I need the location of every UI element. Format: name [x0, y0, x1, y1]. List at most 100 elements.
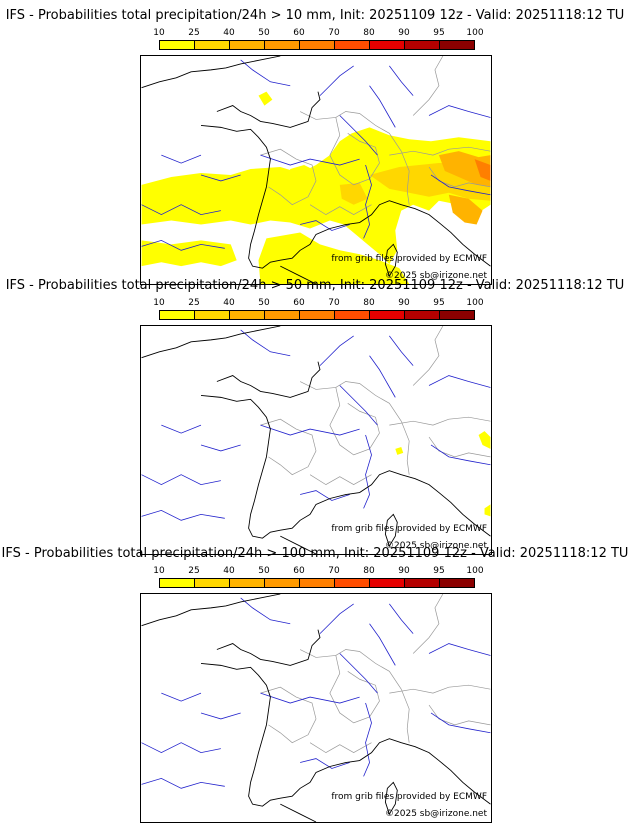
copyright: ©2025 sb@irizone.net	[385, 809, 487, 819]
legend-tick-label: 40	[223, 28, 235, 38]
precip-area	[438, 151, 491, 187]
legend-tick-label: 25	[188, 298, 200, 308]
map-panel-50mm: IFS - Probabilities total precipitation/…	[0, 278, 630, 555]
legend-tick-label: 25	[188, 566, 200, 576]
legend-color-swatch	[265, 41, 300, 49]
precip-area	[258, 91, 273, 106]
precip-area	[288, 165, 320, 187]
legend-tick-label: 70	[328, 28, 340, 38]
legend-ticks: 10 25 40 50 60 70 80 90 95 100	[153, 566, 483, 576]
legend-color-swatch	[405, 579, 440, 587]
precip-area	[474, 159, 491, 181]
legend-tick-label: 90	[398, 298, 410, 308]
legend-colorbar	[159, 40, 475, 50]
copyright: ©2025 sb@irizone.net	[385, 271, 487, 281]
admin-borders	[260, 56, 491, 216]
rivers	[141, 597, 491, 789]
data-credit: from grib files provided by ECMWF	[331, 524, 487, 534]
legend-tick-label: 70	[328, 298, 340, 308]
legend-tick-label: 100	[466, 298, 484, 308]
legend-tick-label: 60	[293, 566, 305, 576]
legend-color-swatch	[335, 41, 370, 49]
precip-map: from grib files provided by ECMWF ©2025 …	[140, 593, 492, 823]
legend-color-swatch	[230, 579, 265, 587]
coastline	[141, 594, 491, 822]
legend-tick-label: 10	[153, 28, 165, 38]
map-canvas	[141, 594, 491, 822]
legend-colorbar	[159, 310, 475, 320]
legend-tick-label: 80	[363, 566, 375, 576]
legend-color-swatch	[230, 41, 265, 49]
precip-area	[395, 446, 404, 455]
map-panel-100mm: IFS - Probabilities total precipitation/…	[0, 546, 630, 823]
legend-tick-label: 40	[223, 566, 235, 576]
panel-title: IFS - Probabilities total precipitation/…	[5, 278, 625, 293]
rivers	[141, 59, 491, 251]
legend-tick-label: 95	[433, 298, 445, 308]
precip-area	[484, 504, 491, 517]
legend-color-swatch	[335, 579, 370, 587]
legend-tick-label: 10	[153, 298, 165, 308]
precip-map: from grib files provided by ECMWF ©2025 …	[140, 55, 492, 285]
legend-color-swatch	[300, 41, 335, 49]
precip-area	[478, 431, 491, 449]
legend-tick-label: 60	[293, 298, 305, 308]
copyright: ©2025 sb@irizone.net	[385, 541, 487, 551]
legend-tick-label: 10	[153, 566, 165, 576]
legend-tick-label: 70	[328, 566, 340, 576]
legend-tick-label: 50	[258, 298, 270, 308]
coastline	[141, 326, 491, 554]
legend-color-swatch	[265, 579, 300, 587]
legend-tick-label: 60	[293, 28, 305, 38]
legend-color-swatch	[195, 579, 230, 587]
precip-map: from grib files provided by ECMWF ©2025 …	[140, 325, 492, 555]
panel-title: IFS - Probabilities total precipitation/…	[1, 546, 629, 561]
legend-tick-label: 80	[363, 28, 375, 38]
precip-area	[258, 232, 410, 284]
legend-color-swatch	[370, 311, 405, 319]
legend-tick-label: 50	[258, 28, 270, 38]
legend-color-swatch	[160, 41, 195, 49]
data-credit: from grib files provided by ECMWF	[331, 254, 487, 264]
legend-color-swatch	[300, 311, 335, 319]
precip-area	[339, 182, 368, 205]
legend-tick-label: 90	[398, 566, 410, 576]
legend-color-swatch	[440, 579, 474, 587]
map-canvas	[141, 326, 491, 554]
legend-tick-label: 95	[433, 566, 445, 576]
legend-color-swatch	[195, 41, 230, 49]
precip-area	[448, 194, 483, 225]
admin-borders	[260, 594, 491, 754]
legend-color-swatch	[265, 311, 300, 319]
precip-area	[141, 127, 491, 265]
legend-tick-label: 80	[363, 298, 375, 308]
legend-tick-label: 50	[258, 566, 270, 576]
legend-color-swatch	[405, 41, 440, 49]
legend-color-swatch	[440, 41, 474, 49]
legend-color-swatch	[160, 311, 195, 319]
legend-tick-label: 25	[188, 28, 200, 38]
legend-color-swatch	[335, 311, 370, 319]
map-canvas	[141, 56, 491, 284]
legend-color-swatch	[195, 311, 230, 319]
legend-color-swatch	[300, 579, 335, 587]
legend-tick-label: 90	[398, 28, 410, 38]
legend-color-swatch	[370, 41, 405, 49]
panel-title: IFS - Probabilities total precipitation/…	[5, 8, 625, 23]
legend-tick-label: 100	[466, 28, 484, 38]
legend-color-swatch	[230, 311, 265, 319]
rivers	[141, 329, 491, 521]
admin-borders	[260, 326, 491, 486]
legend-color-swatch	[370, 579, 405, 587]
coastline	[141, 56, 491, 284]
legend-colorbar	[159, 578, 475, 588]
legend-ticks: 10 25 40 50 60 70 80 90 95 100	[153, 28, 483, 38]
legend-color-swatch	[160, 579, 195, 587]
legend-color-swatch	[405, 311, 440, 319]
precip-area	[141, 240, 237, 267]
legend-tick-label: 100	[466, 566, 484, 576]
legend-ticks: 10 25 40 50 60 70 80 90 95 100	[153, 298, 483, 308]
legend-color-swatch	[440, 311, 474, 319]
map-panel-10mm: IFS - Probabilities total precipitation/…	[0, 8, 630, 285]
data-credit: from grib files provided by ECMWF	[331, 792, 487, 802]
